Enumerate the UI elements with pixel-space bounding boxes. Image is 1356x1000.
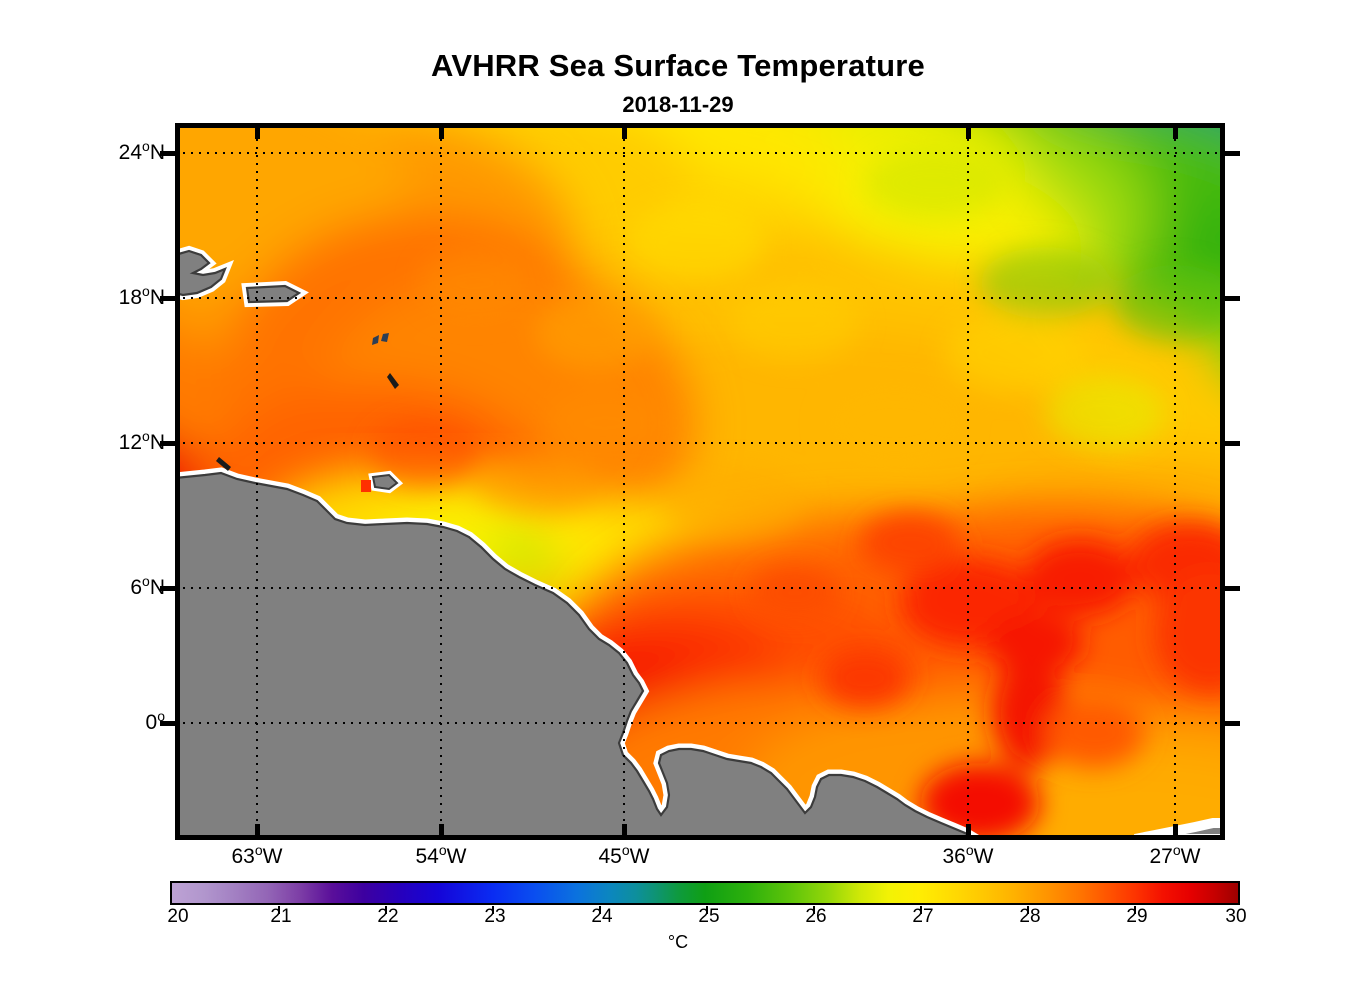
ytick-24n-left	[160, 151, 176, 156]
colorbar-label-30: 30	[1225, 906, 1247, 927]
ylabel-0: 0o	[145, 708, 165, 734]
colorbar-tick-24	[599, 906, 601, 914]
landmass-africa	[1134, 818, 1220, 835]
ytick-18n-left	[160, 296, 176, 301]
colorbar-tick-28	[1027, 906, 1029, 914]
colorbar-unit-label: °C	[667, 932, 689, 952]
colorbar-label-25: 25	[698, 906, 720, 927]
island-trinidad	[216, 457, 231, 471]
island-barbados-arc	[387, 373, 399, 389]
ylabel-24n: 24oN	[118, 138, 165, 164]
colorbar-tick-26	[813, 906, 815, 914]
colorbar-tick-27	[920, 906, 922, 914]
island-hispaniola-outline	[180, 249, 227, 297]
ytick-6n-right	[1224, 586, 1240, 591]
map-plot-area[interactable]	[175, 123, 1225, 840]
xtick-36w-bottom	[966, 824, 971, 840]
sst-raster	[180, 128, 1220, 835]
xlabel-27w: 27oW	[1149, 842, 1201, 868]
colorbar-label-27: 27	[912, 906, 934, 927]
ylabel-6n: 6oN	[130, 573, 165, 599]
colorbar-label-22: 22	[377, 906, 399, 927]
ytick-6n-left	[160, 586, 176, 591]
colorbar[interactable]	[170, 881, 1240, 905]
xlabel-36w: 36oW	[942, 842, 994, 868]
colorbar-tick-29	[1134, 906, 1136, 914]
ytick-12n-right	[1224, 441, 1240, 446]
island-martinique	[381, 333, 389, 342]
xtick-36w-top	[966, 123, 971, 139]
ytick-18n-right	[1224, 296, 1240, 301]
colorbar-label-24: 24	[591, 906, 613, 927]
colorbar-label-28: 28	[1019, 906, 1041, 927]
xlabel-63w: 63oW	[231, 842, 283, 868]
ylabel-12n: 12oN	[118, 428, 165, 454]
ytick-24n-right	[1224, 151, 1240, 156]
colorbar-tick-23	[492, 906, 494, 914]
xlabel-45w: 45oW	[598, 842, 650, 868]
island-guadeloupe	[372, 335, 379, 345]
xtick-54w-bottom	[439, 824, 444, 840]
colorbar-gradient	[172, 883, 1238, 903]
xtick-45w-bottom	[622, 824, 627, 840]
xtick-27w-bottom	[1173, 824, 1178, 840]
xtick-63w-bottom	[255, 824, 260, 840]
colorbar-tick-22	[385, 906, 387, 914]
colorbar-label-23: 23	[484, 906, 506, 927]
colorbar-tick-21	[278, 906, 280, 914]
xtick-45w-top	[622, 123, 627, 139]
colorbar-label-29: 29	[1126, 906, 1148, 927]
island-guyana-shelf-outline	[371, 473, 399, 491]
ylabel-18n: 18oN	[118, 283, 165, 309]
colorbar-tick-25	[706, 906, 708, 914]
page-subtitle-date: 2018-11-29	[622, 92, 734, 117]
xlabel-54w: 54oW	[415, 842, 467, 868]
colorbar-label-21: 21	[270, 906, 292, 927]
xtick-54w-top	[439, 123, 444, 139]
ytick-12n-left	[160, 441, 176, 446]
landmass-south-america-outline	[180, 471, 971, 835]
xtick-27w-top	[1173, 123, 1178, 139]
xtick-63w-top	[255, 123, 260, 139]
colorbar-label-20: 20	[167, 906, 189, 927]
page-title: AVHRR Sea Surface Temperature	[431, 48, 925, 83]
island-puerto-rico-outline	[245, 284, 302, 304]
ytick-0-left	[160, 721, 176, 726]
colorbar-label-26: 26	[805, 906, 827, 927]
y-axis-labels: 24oN 18oN 12oN 6oN 0o	[35, 0, 165, 1000]
ytick-0-right	[1224, 721, 1240, 726]
gulf-of-paria-hotspot	[361, 480, 371, 492]
